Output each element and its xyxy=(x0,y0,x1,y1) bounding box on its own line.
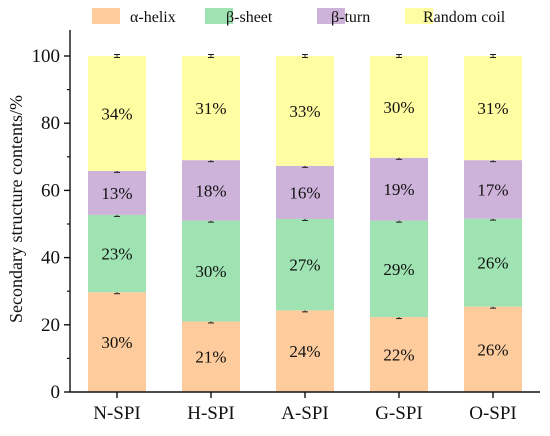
legend-label: α-helix xyxy=(130,9,176,26)
y-tick-label: 80 xyxy=(41,113,60,134)
legend-swatch xyxy=(92,8,120,24)
legend-swatch xyxy=(317,8,345,24)
bar-segment xyxy=(276,56,334,166)
data-label: 26% xyxy=(477,340,508,359)
data-label: 30% xyxy=(195,262,226,281)
data-label: 34% xyxy=(101,104,132,123)
legend: α-helix β-sheet β-turn Random coil xyxy=(92,8,506,26)
y-tick-label: 60 xyxy=(41,180,60,201)
y-tick-label: 40 xyxy=(41,248,60,269)
data-label: 16% xyxy=(289,183,320,202)
data-label: 13% xyxy=(101,184,132,203)
x-tick-label: G-SPI xyxy=(375,403,423,424)
bar-segment xyxy=(88,170,146,215)
data-label: 19% xyxy=(383,180,414,199)
legend-label: Random coil xyxy=(423,9,506,26)
bar-segment xyxy=(370,317,428,392)
data-label: 22% xyxy=(383,346,414,365)
bar-segment xyxy=(88,56,146,171)
data-label: 27% xyxy=(289,256,320,275)
bar-segment xyxy=(370,157,428,221)
bar-segment xyxy=(464,56,522,161)
x-ticks: N-SPI H-SPI A-SPI G-SPI O-SPI xyxy=(93,392,517,424)
data-label: 30% xyxy=(101,333,132,352)
x-tick-label: O-SPI xyxy=(469,403,517,424)
data-label: 17% xyxy=(477,180,508,199)
bar-segment xyxy=(276,218,334,311)
data-label: 24% xyxy=(289,342,320,361)
data-label: 31% xyxy=(477,99,508,118)
legend-swatch xyxy=(405,8,433,24)
bars: 30% 23% 13% 34% 21% 30% 18% 31% 24% 27% 16% 33% 22% 2… xyxy=(88,54,522,392)
x-tick-label: N-SPI xyxy=(93,403,141,424)
y-ticks: 0 20 40 60 80 100 xyxy=(32,46,70,403)
bar-segment xyxy=(182,220,240,322)
data-label: 21% xyxy=(195,348,226,367)
bar-segment xyxy=(370,56,428,158)
bar-segment xyxy=(464,160,522,219)
bar-segment xyxy=(464,306,522,392)
y-tick-label: 20 xyxy=(41,315,60,336)
bar-segment xyxy=(182,56,240,161)
bar-segment xyxy=(370,220,428,318)
bar-segment xyxy=(182,160,240,221)
data-label: 31% xyxy=(195,99,226,118)
legend-label: β-sheet xyxy=(226,9,273,26)
y-tick-label: 0 xyxy=(51,382,61,403)
y-axis-title: Secondary structure contents/% xyxy=(6,95,26,323)
legend-swatch xyxy=(205,8,233,24)
data-label: 29% xyxy=(383,260,414,279)
data-label: 23% xyxy=(101,245,132,264)
legend-label: β-turn xyxy=(331,9,370,26)
x-tick-label: H-SPI xyxy=(187,403,235,424)
data-label: 30% xyxy=(383,98,414,117)
x-tick-label: A-SPI xyxy=(281,403,329,424)
data-label: 33% xyxy=(289,102,320,121)
bar-segment xyxy=(464,218,522,307)
bar-segment xyxy=(276,165,334,219)
data-label: 18% xyxy=(195,181,226,200)
bar-segment xyxy=(88,292,146,392)
bar-segment xyxy=(276,310,334,392)
y-tick-label: 100 xyxy=(32,46,61,67)
bar-segment xyxy=(88,214,146,293)
data-label: 26% xyxy=(477,254,508,273)
bar-segment xyxy=(182,321,240,392)
